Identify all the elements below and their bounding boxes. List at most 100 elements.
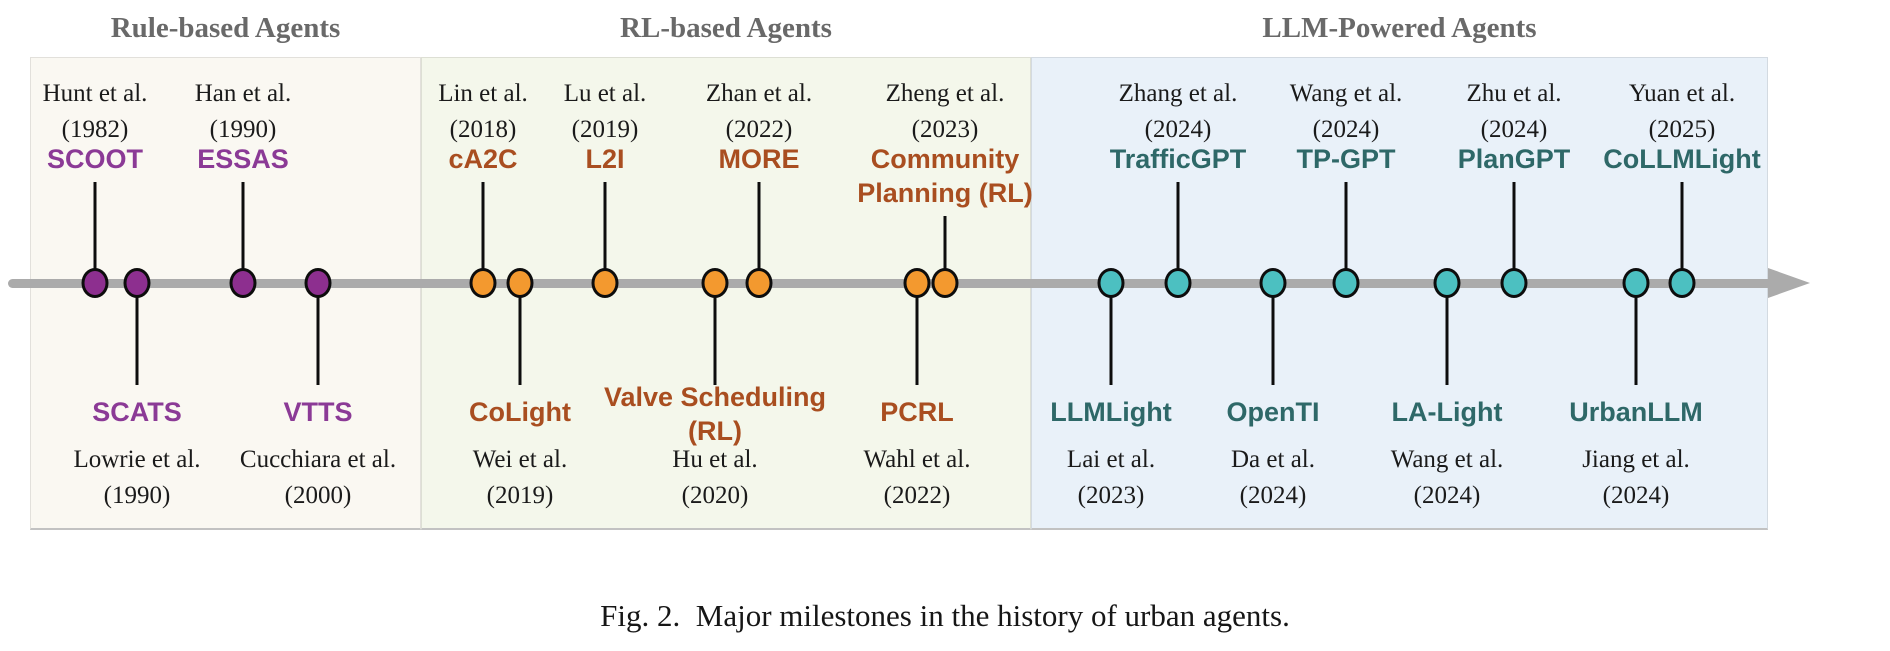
milestone-dot <box>1332 268 1360 298</box>
milestone-name: SCATS <box>92 397 182 427</box>
section-header-rule-based: Rule-based Agents <box>110 12 341 44</box>
milestone-stem <box>93 182 97 271</box>
milestone: Zhan et al. (2022) MORE <box>629 0 889 651</box>
milestone-authors: Lin et al. (2018) <box>438 80 528 143</box>
milestone: Wei et al. (2019) CoLight <box>390 0 650 651</box>
milestone-stem <box>135 296 139 385</box>
timeline <box>8 279 1772 288</box>
milestone-authors: Wei et al. (2019) <box>472 446 568 509</box>
milestone-name: VTTS <box>283 397 353 427</box>
milestone-authors: Wahl et al. (2022) <box>863 446 971 509</box>
milestone-name: LLMLight <box>1050 397 1172 427</box>
milestone-dot <box>229 268 257 298</box>
milestone-authors: Lai et al. (2023) <box>1066 446 1156 509</box>
milestone-stem <box>1680 182 1684 271</box>
milestone-name: CoLight <box>469 397 571 427</box>
milestone: Yuan et al. (2025) CoLLMLight <box>1552 0 1812 651</box>
milestone: Wang et al. (2024) TP-GPT <box>1216 0 1476 651</box>
milestone-name: CoLLMLight <box>1603 144 1761 174</box>
milestone-stem <box>1271 296 1275 385</box>
milestone-authors: Wang et al. (2024) <box>1289 80 1403 143</box>
milestone-authors: Zhan et al. (2022) <box>705 80 813 143</box>
milestone-dot <box>469 268 497 298</box>
milestone: Hu et al. (2020) Valve Scheduling (RL) <box>585 0 845 651</box>
milestone-dot <box>1259 268 1287 298</box>
milestone-authors: Cucchiara et al. (2000) <box>239 446 397 509</box>
milestone-stem <box>241 182 245 271</box>
milestone-dot <box>1164 268 1192 298</box>
milestone-dot <box>1668 268 1696 298</box>
milestone-name: TrafficGPT <box>1109 144 1247 174</box>
milestone: Lu et al. (2019) L2I <box>475 0 735 651</box>
milestone: Han et al. (1990) ESSAS <box>113 0 373 651</box>
milestone-dot <box>1622 268 1650 298</box>
section-header-llm-powered: LLM-Powered Agents <box>1262 12 1537 44</box>
milestone-authors: Wang et al. (2024) <box>1390 446 1504 509</box>
milestone-authors: Yuan et al. (2025) <box>1628 80 1736 143</box>
milestone-dot <box>304 268 332 298</box>
milestone-stem <box>1176 182 1180 271</box>
milestone: Cucchiara et al. (2000) VTTS <box>188 0 448 651</box>
milestone-authors: Han et al. (1990) <box>194 80 292 143</box>
milestone-authors: Hunt et al. (1982) <box>42 80 148 143</box>
milestone-authors: Lu et al. (2019) <box>563 80 647 143</box>
milestone: Lowrie et al. (1990) SCATS <box>7 0 267 651</box>
milestone-dot <box>591 268 619 298</box>
milestone-dot <box>745 268 773 298</box>
milestone-authors: Zhu et al. (2024) <box>1466 80 1562 143</box>
milestone-stem <box>1445 296 1449 385</box>
milestone: Zhang et al. (2024) TrafficGPT <box>1048 0 1308 651</box>
milestone-stem <box>757 182 761 271</box>
milestone-stem <box>481 182 485 271</box>
milestone-name: cA2C <box>448 144 518 174</box>
milestone: Hunt et al. (1982) SCOOT <box>0 0 225 651</box>
section-header-rl-based: RL-based Agents <box>620 12 832 44</box>
figure-caption: Fig. 2. Major milestones in the history … <box>600 598 1290 633</box>
milestone-name: TP-GPT <box>1296 144 1396 174</box>
milestone-name: OpenTI <box>1226 397 1320 427</box>
milestone-name: PlanGPT <box>1457 144 1571 174</box>
milestone-dot <box>701 268 729 298</box>
milestone-authors: Lowrie et al. (1990) <box>73 446 201 509</box>
timeline-arrowhead-icon <box>1768 268 1810 298</box>
milestone-authors: Hu et al. (2020) <box>672 446 758 509</box>
milestone-authors: Zhang et al. (2024) <box>1118 80 1238 143</box>
milestone: Lin et al. (2018) cA2C <box>353 0 613 651</box>
milestone-stem <box>943 216 947 271</box>
milestone-name: ESSAS <box>197 144 289 174</box>
milestone-stem <box>603 182 607 271</box>
milestone-name: Valve Scheduling (RL) <box>603 382 827 446</box>
milestone-dot <box>506 268 534 298</box>
milestone-name: LA-Light <box>1391 397 1503 427</box>
milestone: Lai et al. (2023) LLMLight <box>981 0 1241 651</box>
milestone-dot <box>1097 268 1125 298</box>
milestone-name: UrbanLLM <box>1569 397 1703 427</box>
milestone: Wahl et al. (2022) PCRL <box>787 0 1047 651</box>
milestone: Zhu et al. (2024) PlanGPT <box>1384 0 1644 651</box>
milestone: Da et al. (2024) OpenTI <box>1143 0 1403 651</box>
milestone-stem <box>1634 296 1638 385</box>
milestone-stem <box>316 296 320 385</box>
milestone-dot <box>931 268 959 298</box>
milestone-stem <box>1512 182 1516 271</box>
milestone-stem <box>1344 182 1348 271</box>
milestone-authors: Da et al. (2024) <box>1231 446 1315 509</box>
milestone-stem <box>518 296 522 385</box>
milestone-name: MORE <box>718 144 800 174</box>
milestone-name: PCRL <box>880 397 954 427</box>
milestone-stem <box>915 296 919 385</box>
milestone-dot <box>81 268 109 298</box>
milestone-dot <box>1500 268 1528 298</box>
milestone-stem <box>713 296 717 385</box>
milestone-dot <box>123 268 151 298</box>
milestone: Jiang et al. (2024) UrbanLLM <box>1506 0 1766 651</box>
milestone: Zheng et al. (2023) Community Planning (R… <box>815 0 1075 651</box>
milestone: Wang et al. (2024) LA-Light <box>1317 0 1577 651</box>
milestone-dot <box>1433 268 1461 298</box>
milestone-name: L2I <box>585 144 625 174</box>
milestone-authors: Jiang et al. (2024) <box>1582 446 1690 509</box>
milestone-stem <box>1109 296 1113 385</box>
milestone-authors: Zheng et al. (2023) <box>885 80 1005 143</box>
milestone-name: SCOOT <box>46 144 143 174</box>
